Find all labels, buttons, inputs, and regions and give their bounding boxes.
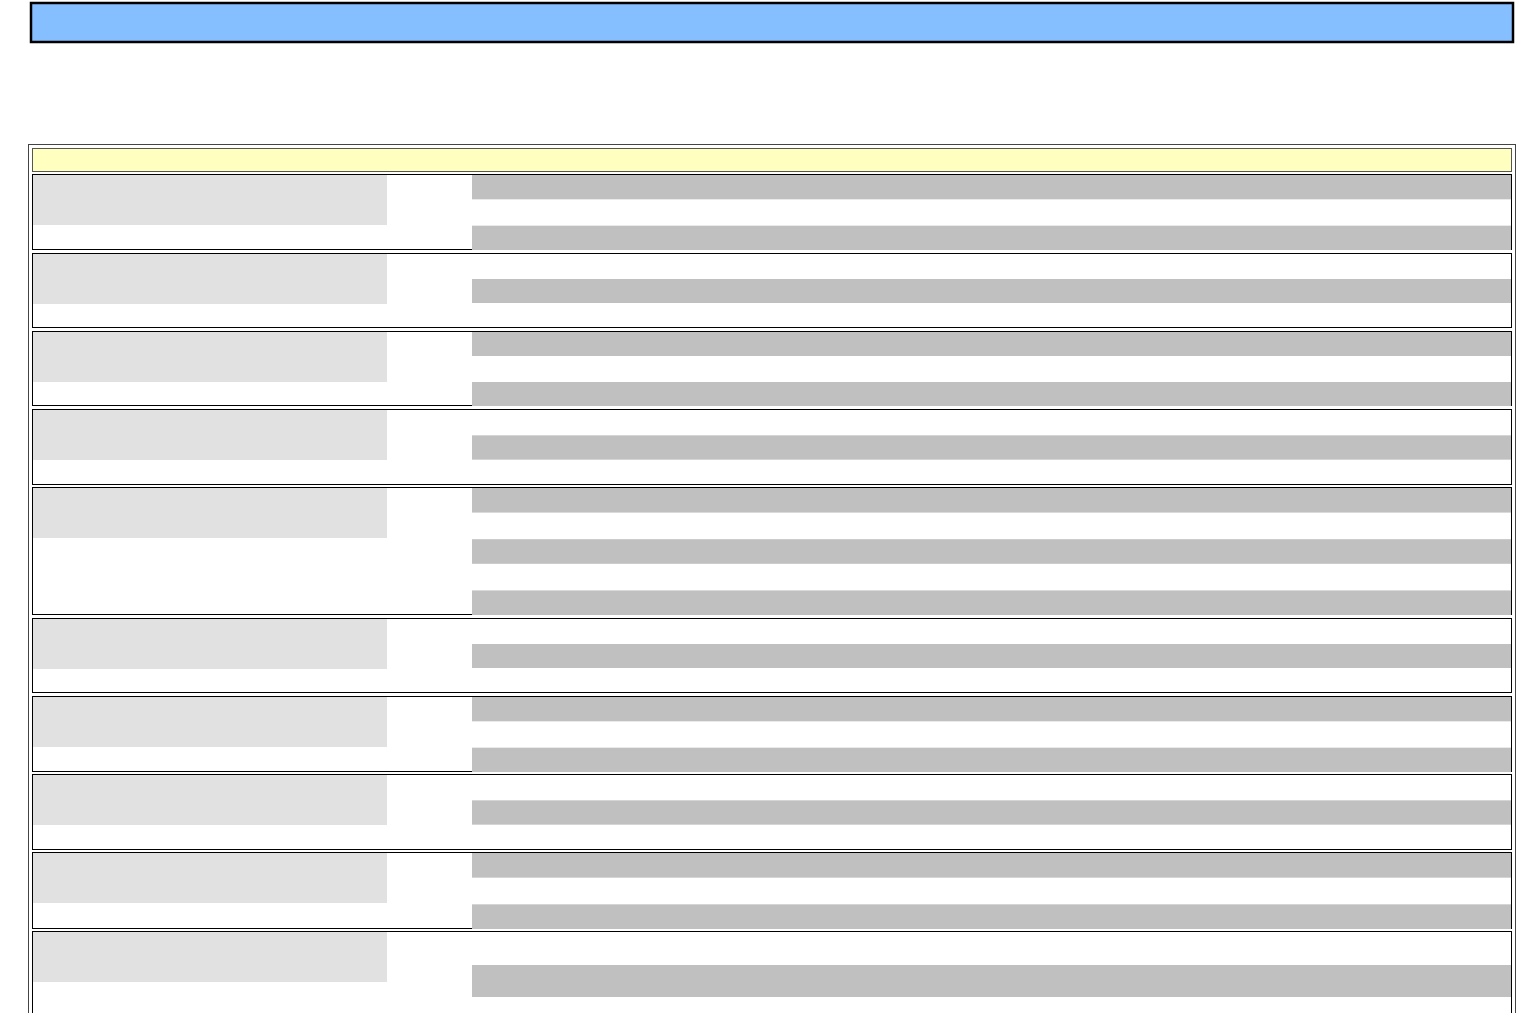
group-label-cell <box>33 254 387 304</box>
group-label-cell <box>33 697 387 747</box>
stripe-row <box>472 279 1511 303</box>
stripe-row <box>472 488 1511 513</box>
group-label-cell <box>33 488 387 538</box>
group-label-cell <box>33 410 387 460</box>
header-bar <box>29 1 1515 44</box>
table-body <box>32 174 1512 1013</box>
stripe-row <box>472 965 1511 997</box>
stripe-row <box>472 590 1511 615</box>
stripe-row <box>472 853 1511 878</box>
group-label-cell <box>33 853 387 903</box>
group-label-cell <box>33 332 387 382</box>
group-label-cell <box>33 932 387 982</box>
stripe-row <box>472 175 1511 200</box>
stripe-row <box>472 697 1511 722</box>
group-label-cell <box>33 619 387 669</box>
group-label-cell <box>33 775 387 825</box>
stripe-row <box>472 539 1511 564</box>
stripe-row <box>472 747 1511 772</box>
stripe-row <box>472 225 1511 250</box>
stripe-row <box>472 904 1511 929</box>
stripe-row <box>472 435 1511 460</box>
stripe-row <box>472 800 1511 825</box>
stripe-row <box>472 644 1511 668</box>
stripe-row <box>472 382 1511 406</box>
group-label-cell <box>33 175 387 225</box>
stripe-row <box>472 332 1511 356</box>
table-header-row <box>32 148 1512 172</box>
